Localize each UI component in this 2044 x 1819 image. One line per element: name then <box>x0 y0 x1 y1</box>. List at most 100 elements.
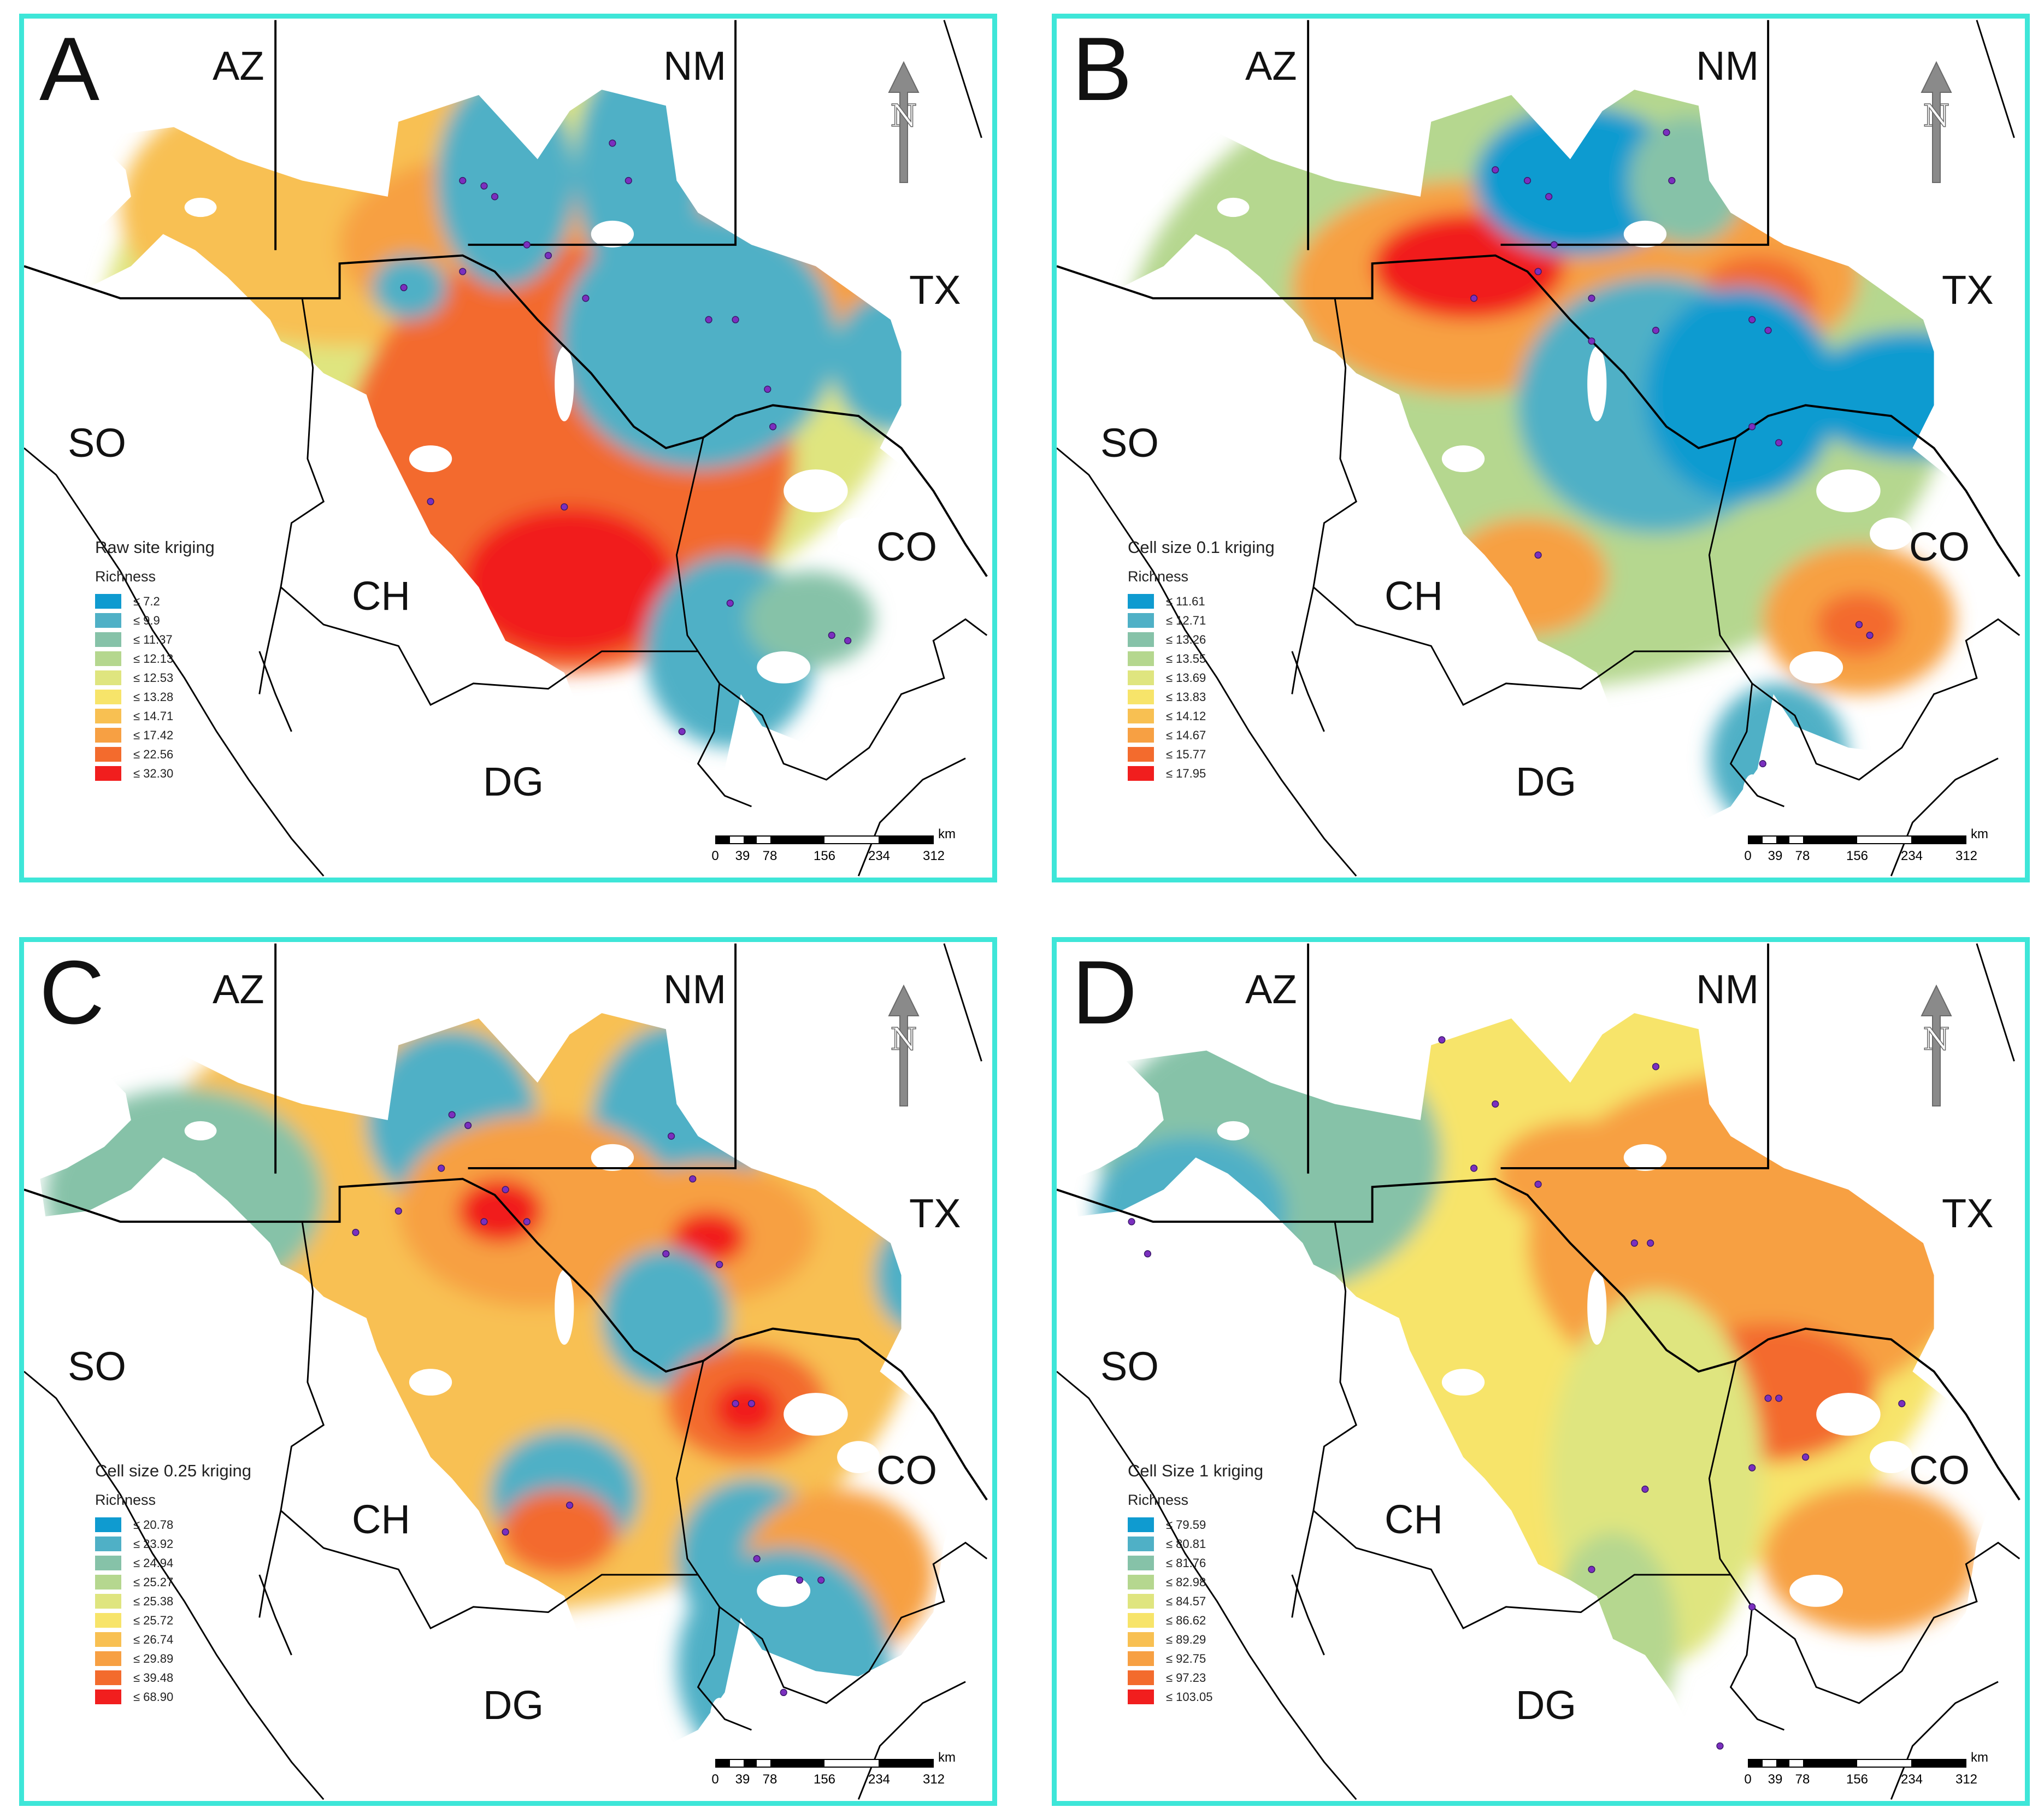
legend-swatch <box>95 1670 121 1685</box>
site-point <box>523 1218 531 1226</box>
panel-letter: A <box>39 19 100 119</box>
legend-swatch <box>95 1537 121 1551</box>
unsampled-area <box>757 651 811 684</box>
legend-value: ≤ 13.28 <box>133 690 174 704</box>
unsampled-area <box>555 1269 574 1345</box>
scale-bar: km 0 39 78 156 234 312 <box>711 827 956 878</box>
richness-map <box>1057 20 2021 877</box>
unsampled-area <box>1623 1144 1667 1171</box>
legend-swatch <box>1128 1517 1154 1532</box>
legend: Cell size 0.25 kriging Richness ≤ 20.78 ≤… <box>95 1461 251 1706</box>
legend-value: ≤ 12.71 <box>1166 613 1206 627</box>
scale-tick: 234 <box>868 1772 891 1787</box>
site-point <box>544 251 552 260</box>
region-label-dg: DG <box>483 1682 544 1728</box>
scale-bar: km 0 39 78 156 234 312 <box>1744 1750 1988 1801</box>
legend-swatch <box>95 1613 121 1628</box>
legend-entry: ≤ 20.78 <box>95 1515 251 1534</box>
legend-value: ≤ 97.23 <box>1166 1670 1206 1685</box>
site-point <box>502 1186 509 1193</box>
scale-tick: 156 <box>1846 1772 1869 1787</box>
site-point <box>394 1207 402 1215</box>
legend-entry: ≤ 13.83 <box>1128 687 1275 707</box>
site-point <box>1534 1180 1542 1188</box>
site-point <box>1764 327 1772 334</box>
north-arrow: N <box>879 983 928 1109</box>
legend-value: ≤ 13.83 <box>1166 690 1206 704</box>
site-point <box>1470 295 1478 302</box>
scale-tick: 156 <box>1846 849 1869 863</box>
legend-value: ≤ 17.95 <box>1166 766 1206 780</box>
map-panel-c: C AZ NM TX SO CH CO DG N Cell size 0.25 … <box>19 937 997 1806</box>
richness-zone <box>671 1211 746 1265</box>
legend-entry: ≤ 22.56 <box>95 745 215 764</box>
legend-entry: ≤ 39.48 <box>95 1668 251 1687</box>
site-point <box>1550 241 1558 249</box>
ch-dg-border <box>280 1510 752 1731</box>
nm-tx-border <box>1500 943 1770 1169</box>
site-point <box>1438 1036 1446 1044</box>
so-ch-border <box>1291 298 1358 694</box>
legend-swatch <box>95 728 121 743</box>
site-point <box>459 268 467 275</box>
site-point <box>427 498 434 505</box>
legend-swatch <box>1128 613 1154 628</box>
map-panel-d: D AZ NM TX SO CH CO DG N Cell Size 1 kri… <box>1052 937 2030 1806</box>
site-point <box>844 637 852 645</box>
legend-swatch <box>1128 1632 1154 1647</box>
site-point <box>566 1502 574 1509</box>
legend-swatch <box>1128 1556 1154 1570</box>
site-point <box>1748 423 1756 431</box>
site-point <box>1630 1239 1638 1247</box>
region-label-tx: TX <box>1942 267 1994 313</box>
unsampled-area <box>1789 1575 1843 1607</box>
unsampled-area <box>757 1575 811 1607</box>
legend-value: ≤ 14.71 <box>133 709 174 723</box>
legend-entry: ≤ 11.61 <box>1128 592 1275 611</box>
legend-value: ≤ 81.76 <box>1166 1556 1206 1570</box>
legend-entry: ≤ 15.77 <box>1128 745 1275 764</box>
us-mexico-border <box>1057 254 2021 578</box>
legend-value: ≤ 13.69 <box>1166 670 1206 685</box>
site-point <box>1534 268 1542 275</box>
site-point <box>1898 1400 1906 1408</box>
site-point <box>448 1111 456 1119</box>
site-point <box>400 284 408 291</box>
legend-swatch <box>1128 1651 1154 1666</box>
unsampled-area <box>1623 220 1667 248</box>
legend-swatch <box>1128 1537 1154 1551</box>
site-point <box>1492 1100 1499 1108</box>
co-dg-border <box>1751 1541 2021 1704</box>
legend-entry: ≤ 12.53 <box>95 668 215 687</box>
legend-subtitle: Richness <box>95 568 156 585</box>
site-point <box>828 632 835 639</box>
legend-value: ≤ 11.37 <box>133 632 173 646</box>
legend-value: ≤ 14.12 <box>1166 709 1206 723</box>
richness-zone <box>1645 287 1838 502</box>
legend-swatch <box>95 747 121 762</box>
richness-zone <box>559 213 838 470</box>
legend-swatch <box>95 613 121 628</box>
legend-value: ≤ 9.9 <box>133 613 160 627</box>
richness-map <box>24 943 988 1800</box>
site-point <box>480 182 488 190</box>
legend-swatch <box>1128 1670 1154 1685</box>
site-point <box>1866 632 1874 639</box>
legend-entry: ≤ 81.76 <box>1128 1553 1263 1573</box>
co-dg-border <box>718 1541 988 1704</box>
region-label-ch: CH <box>1385 573 1443 619</box>
legend-value: ≤ 12.13 <box>133 651 174 666</box>
region-label-az: AZ <box>1245 43 1297 89</box>
legend-value: ≤ 84.57 <box>1166 1594 1206 1608</box>
north-arrow-icon: N <box>888 984 920 1106</box>
legend-value: ≤ 14.67 <box>1166 728 1206 742</box>
site-point <box>1470 1164 1478 1172</box>
legend-entry: ≤ 25.27 <box>95 1573 251 1592</box>
north-label: N <box>891 98 917 134</box>
scale-tick: 39 <box>735 849 750 863</box>
scale-tick: 234 <box>868 849 891 863</box>
legend-entry: ≤ 14.12 <box>1128 707 1275 726</box>
map-panel-a: A AZ NM TX SO CH CO DG N Raw site krigin… <box>19 14 997 882</box>
site-point <box>1534 551 1542 559</box>
north-arrow: N <box>1912 983 1961 1109</box>
